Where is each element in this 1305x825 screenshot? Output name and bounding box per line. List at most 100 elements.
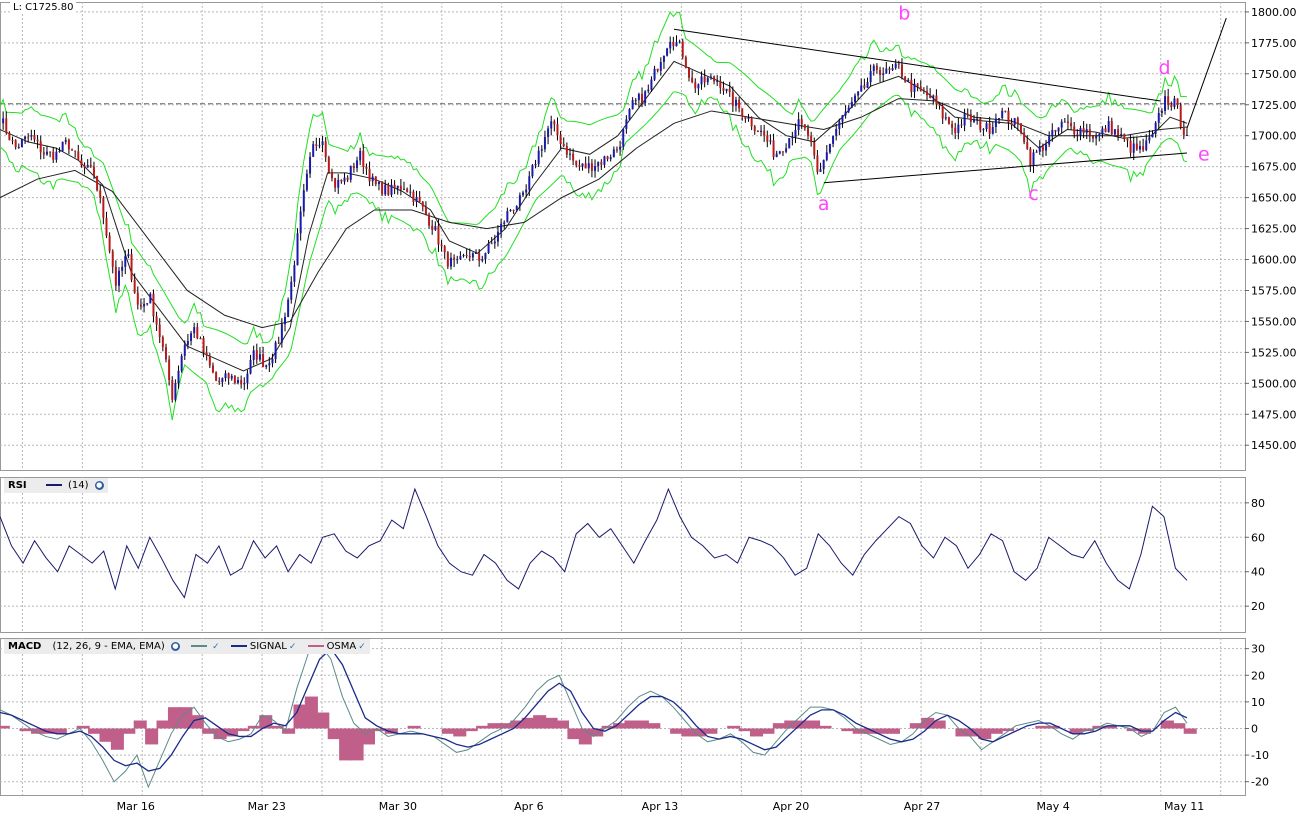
- candle-body: [174, 383, 177, 400]
- candle-body: [1185, 134, 1188, 136]
- osma-bar: [270, 725, 284, 729]
- candle-body: [600, 161, 603, 165]
- wave-label-e: e: [1198, 143, 1210, 165]
- osma-bar: [88, 728, 102, 734]
- candle-body: [703, 76, 706, 83]
- candle-body: [475, 253, 478, 255]
- candle-body: [127, 254, 130, 257]
- osma-bar: [99, 728, 113, 742]
- osma-bar: [19, 728, 33, 732]
- candle-body: [916, 83, 919, 87]
- wave-label-b: b: [898, 2, 910, 24]
- candle-body: [619, 146, 622, 150]
- candle-body: [775, 153, 778, 158]
- candle-body: [1101, 128, 1104, 135]
- candle-body: [293, 265, 296, 282]
- candle-body: [904, 76, 907, 82]
- candle-body: [403, 188, 406, 190]
- candle-body: [778, 151, 781, 154]
- candle-body: [315, 144, 318, 147]
- osma-bar: [1160, 720, 1174, 729]
- rsi-tick-label: 80: [1251, 497, 1265, 510]
- candle-body: [1016, 118, 1019, 124]
- candle-body: [947, 117, 950, 124]
- candle-body: [96, 175, 99, 191]
- candle-body: [71, 149, 74, 151]
- candle-body: [522, 192, 525, 196]
- candle-body: [907, 79, 910, 82]
- candle-body: [64, 139, 67, 142]
- candle-body: [756, 130, 759, 132]
- candle-body: [114, 266, 117, 286]
- osma-bar: [316, 712, 330, 729]
- candle-body: [641, 94, 644, 104]
- osma-bar: [304, 696, 318, 729]
- macd-visible-check-icon[interactable]: ✓: [212, 642, 220, 652]
- candle-body: [1154, 122, 1157, 134]
- candle-body: [1164, 96, 1167, 111]
- candle-body: [1160, 110, 1163, 114]
- last-price-label: L: C1725.80: [10, 2, 77, 13]
- x-tick-label: Mar 23: [248, 800, 286, 813]
- osma-bar: [42, 728, 56, 734]
- candle-body: [628, 109, 631, 120]
- candle-body: [813, 142, 816, 156]
- osma-bar: [1080, 728, 1095, 732]
- candle-body: [985, 123, 988, 130]
- candle-body: [1117, 129, 1120, 136]
- candle-body: [265, 365, 268, 367]
- candle-body: [509, 209, 512, 212]
- candle-body: [894, 63, 897, 69]
- candle-body: [885, 68, 888, 74]
- candle-body: [807, 128, 810, 136]
- candle-body: [581, 163, 584, 167]
- candle-body: [938, 104, 941, 106]
- candle-body: [55, 151, 58, 160]
- candle-body: [30, 135, 33, 137]
- candle-body: [218, 380, 221, 383]
- candle-body: [612, 149, 615, 158]
- osma-bar: [293, 704, 307, 729]
- candle-body: [932, 95, 935, 99]
- osma-bar: [555, 720, 570, 729]
- signal-visible-check-icon[interactable]: ✓: [288, 642, 297, 652]
- candle-body: [274, 342, 277, 360]
- candle-body: [362, 150, 365, 167]
- candle-body: [393, 184, 396, 189]
- osma-bar: [167, 707, 181, 729]
- candle-body: [243, 382, 246, 385]
- osma-visible-check-icon[interactable]: ✓: [358, 642, 366, 652]
- candle-body: [58, 151, 61, 153]
- candle-body: [650, 79, 653, 90]
- candle-body: [537, 150, 540, 164]
- osma-bar: [590, 728, 604, 737]
- candle-body: [816, 155, 819, 172]
- macd-settings-icon[interactable]: ●: [170, 641, 180, 651]
- candle-body: [575, 160, 578, 166]
- candle-body: [1123, 133, 1126, 139]
- candle-body: [20, 139, 23, 148]
- candle-body: [1145, 140, 1148, 151]
- candle-body: [271, 359, 274, 364]
- candle-body: [1070, 122, 1073, 127]
- candle-body: [531, 165, 534, 177]
- candle-body: [346, 177, 349, 180]
- candle-body: [2, 118, 5, 124]
- candle-body: [1082, 128, 1085, 133]
- osma-bar: [213, 728, 227, 740]
- candle-body: [230, 375, 233, 379]
- macd-line: [0, 642, 1188, 789]
- candle-body: [797, 119, 800, 131]
- candle-body: [443, 246, 446, 253]
- candle-body: [788, 138, 791, 149]
- candle-body: [597, 161, 600, 167]
- candle-body: [431, 225, 434, 230]
- candle-body: [900, 64, 903, 77]
- candle-body: [406, 188, 409, 193]
- rsi-settings-icon[interactable]: ●: [94, 480, 104, 490]
- macd-tick-label: 30: [1251, 643, 1265, 656]
- candle-body: [860, 85, 863, 92]
- candle-body: [609, 157, 612, 160]
- osma-bar: [453, 728, 467, 737]
